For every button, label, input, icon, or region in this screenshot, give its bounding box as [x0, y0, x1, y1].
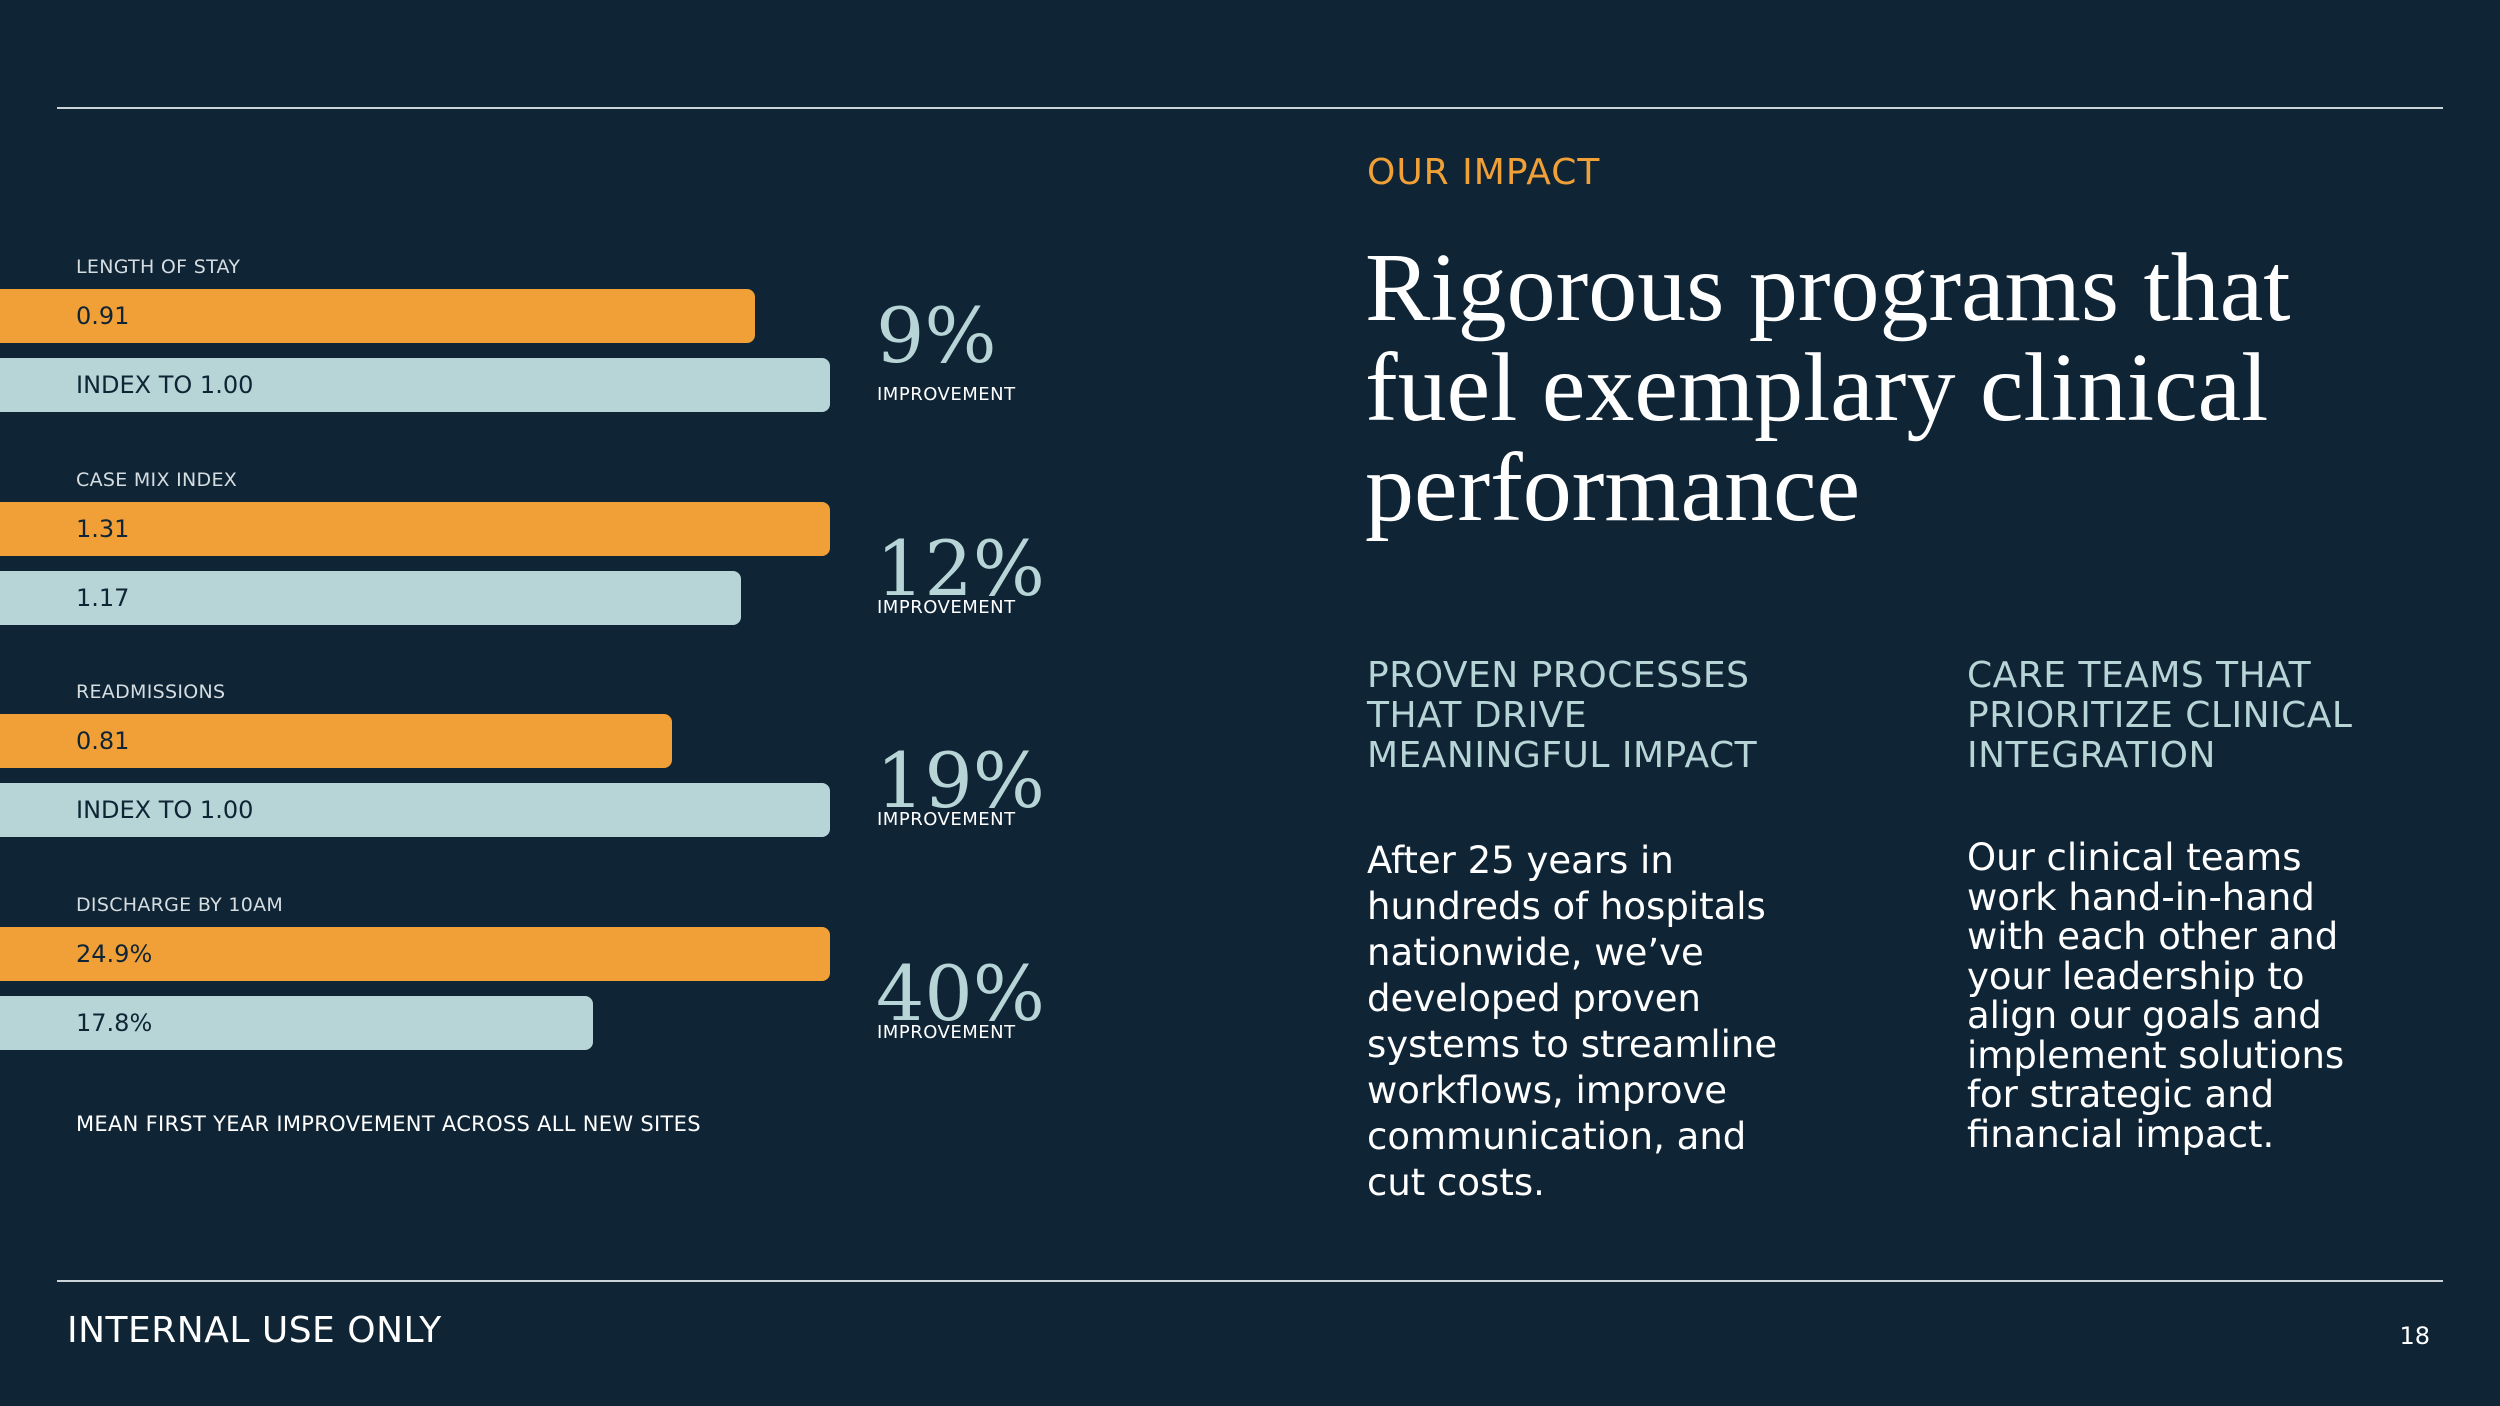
top-rule — [57, 107, 2443, 109]
bar-before-label: INDEX TO 1.00 — [76, 371, 254, 399]
bar-before — [0, 570, 741, 625]
bar-after-label: 24.9% — [76, 939, 153, 968]
bar-before — [0, 783, 830, 837]
bar-after — [0, 926, 830, 981]
bar-after — [0, 289, 755, 343]
column-body-care-teams: Our clinical teams work hand-in-hand wit… — [1967, 836, 2345, 1156]
bar-before — [0, 358, 830, 412]
improvement-caption: IMPROVEMENT — [877, 809, 1016, 830]
bottom-rule — [57, 1280, 2443, 1282]
page-title: Rigorous programs that fuel exemplary cl… — [1365, 234, 2291, 542]
metric-label: READMISSIONS — [76, 681, 226, 703]
column-heading-care-teams: CARE TEAMS THAT PRIORITIZE CLINICAL INTE… — [1967, 655, 2353, 776]
bar-before-label: INDEX TO 1.00 — [76, 796, 254, 824]
metric-label: DISCHARGE BY 10AM — [76, 893, 284, 916]
improvement-value: 12% — [876, 523, 1045, 613]
metric-label: LENGTH OF STAY — [76, 256, 241, 278]
bar-before-label: 1.17 — [76, 583, 130, 612]
bar-before-label: 17.8% — [76, 1008, 153, 1037]
bar-after-label: 1.31 — [76, 514, 130, 543]
improvement-value: 9% — [876, 291, 997, 380]
bar-before — [0, 995, 593, 1050]
bar-after-label: 0.91 — [76, 302, 130, 330]
improvement-caption: IMPROVEMENT — [877, 384, 1016, 405]
page-number: 18 — [2399, 1322, 2430, 1350]
internal-use-label: INTERNAL USE ONLY — [67, 1310, 442, 1351]
column-body-processes: After 25 years in hundreds of hospitals … — [1367, 839, 1778, 1204]
impact-bar-chart: LENGTH OF STAY 0.91 INDEX TO 1.00 9% IMPROVE… — [0, 0, 1100, 1200]
improvement-value: 19% — [876, 736, 1045, 825]
improvement-caption: IMPROVEMENT — [877, 1021, 1016, 1043]
bar-after — [0, 501, 830, 556]
bar-after-label: 0.81 — [76, 727, 130, 755]
column-heading-processes: PROVEN PROCESSES THAT DRIVE MEANINGFUL I… — [1367, 655, 1758, 776]
chart-footnote: MEAN FIRST YEAR IMPROVEMENT ACROSS ALL N… — [76, 1112, 701, 1136]
bar-after — [0, 714, 672, 768]
metric-label: CASE MIX INDEX — [76, 468, 238, 491]
section-eyebrow: OUR IMPACT — [1367, 152, 1601, 193]
improvement-caption: IMPROVEMENT — [877, 596, 1016, 618]
improvement-value: 40% — [876, 948, 1045, 1038]
